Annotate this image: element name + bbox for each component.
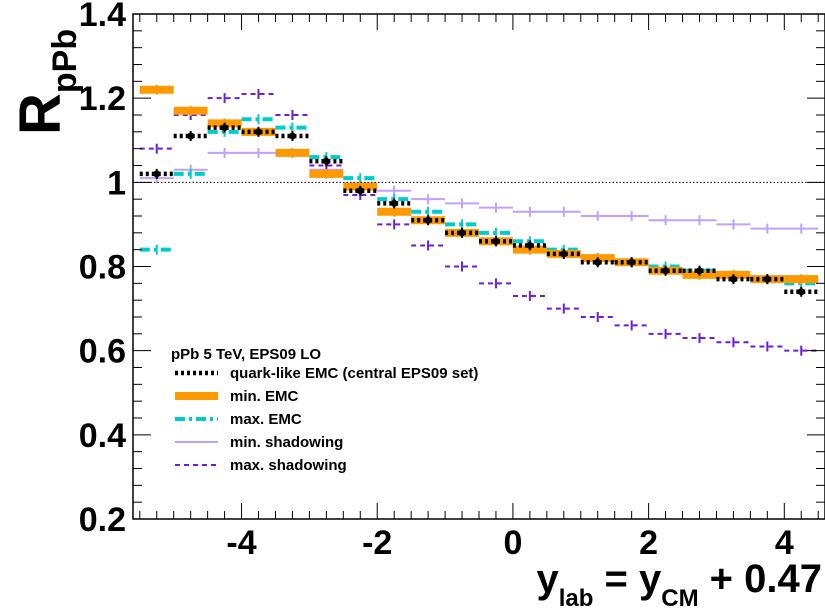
legend-label: min. shadowing [230,434,343,451]
series-point [662,267,670,275]
y-tick-label: 1.4 [79,0,126,34]
series-4 [139,88,819,356]
axis-ticks-group [133,13,825,520]
x-tick-label: 0 [503,524,522,562]
y-axis-label-main: R [8,93,73,135]
legend-label: max. EMC [230,411,302,428]
legend-entries: quark-like EMC (central EPS09 set) min. E… [175,365,478,474]
legend-label: max. shadowing [230,457,347,474]
x-axis-label-main-sub: lab [559,585,594,612]
series-point [729,275,737,283]
series-1 [139,84,819,285]
series-2 [139,114,819,289]
series-point [695,267,703,275]
x-axis-label: ylab = yCM + 0.47 [536,557,822,612]
y-tick-label: 1 [107,164,126,202]
legend-label: min. EMC [230,388,299,405]
x-tick-label: 2 [639,524,658,562]
y-axis-label-sub: pPb [46,29,84,93]
series-point [526,241,534,249]
series-3 [139,147,819,234]
series-point [356,187,364,195]
series-point [594,258,602,266]
series-point [797,288,805,296]
y-tick-label: 0.6 [79,333,126,371]
legend-label: quark-like EMC (central EPS09 set) [230,365,478,382]
y-tick-label: 0.2 [79,501,126,539]
x-axis-label-main: y [536,557,559,601]
x-axis-label-tail: + 0.47 [699,557,822,601]
series-point [492,237,500,245]
series-point [322,157,330,165]
y-tick-label: 0.8 [79,249,126,287]
series-point [560,250,568,258]
plot-series-group [139,84,819,356]
series-point [763,275,771,283]
x-axis-label-rhs: y [639,557,662,601]
series-point [424,216,432,224]
x-tick-label: -4 [226,524,256,562]
series-point [628,258,636,266]
x-tick-label: 4 [775,524,794,562]
series-point [221,124,229,132]
legend: pPb 5 TeV, EPS09 LO quark-like EMC (cent… [171,346,478,474]
y-axis-label: RpPb [8,29,84,135]
x-axis-label-rhs-sub: CM [661,585,698,612]
series-point [390,199,398,207]
series-point [288,132,296,140]
series-point [458,229,466,237]
y-tick-label: 1.2 [79,80,126,118]
legend-title: pPb 5 TeV, EPS09 LO [171,346,321,363]
tick-labels-group: -4 -2 0 2 4 0.2 0.4 0.6 0.8 1 1.2 1.4 [79,0,794,562]
series-point [255,128,263,136]
x-axis-label-eq: = [593,557,639,601]
series-point [153,170,161,178]
x-tick-label: -2 [362,524,392,562]
series-point [187,132,195,140]
series-0 [139,122,819,297]
y-tick-label: 0.4 [79,417,126,455]
